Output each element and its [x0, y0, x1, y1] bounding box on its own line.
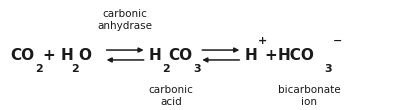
- Text: 3: 3: [193, 64, 201, 74]
- Text: H: H: [149, 48, 161, 62]
- Text: O: O: [78, 48, 91, 62]
- Text: HCO: HCO: [278, 48, 315, 62]
- Text: CO: CO: [10, 48, 34, 62]
- Text: +: +: [265, 48, 277, 62]
- Text: CO: CO: [168, 48, 192, 62]
- Text: + H: + H: [43, 48, 74, 62]
- Text: 2: 2: [35, 64, 43, 74]
- Text: 2: 2: [162, 64, 170, 74]
- Text: carbonic
acid: carbonic acid: [149, 85, 193, 106]
- Text: +: +: [258, 36, 267, 46]
- Text: carbonic
anhydrase: carbonic anhydrase: [97, 9, 153, 31]
- Text: bicarbonate
ion: bicarbonate ion: [278, 85, 341, 106]
- Text: 2: 2: [71, 64, 79, 74]
- Text: −: −: [333, 36, 342, 46]
- Text: 3: 3: [325, 64, 333, 74]
- Text: H: H: [244, 48, 257, 62]
